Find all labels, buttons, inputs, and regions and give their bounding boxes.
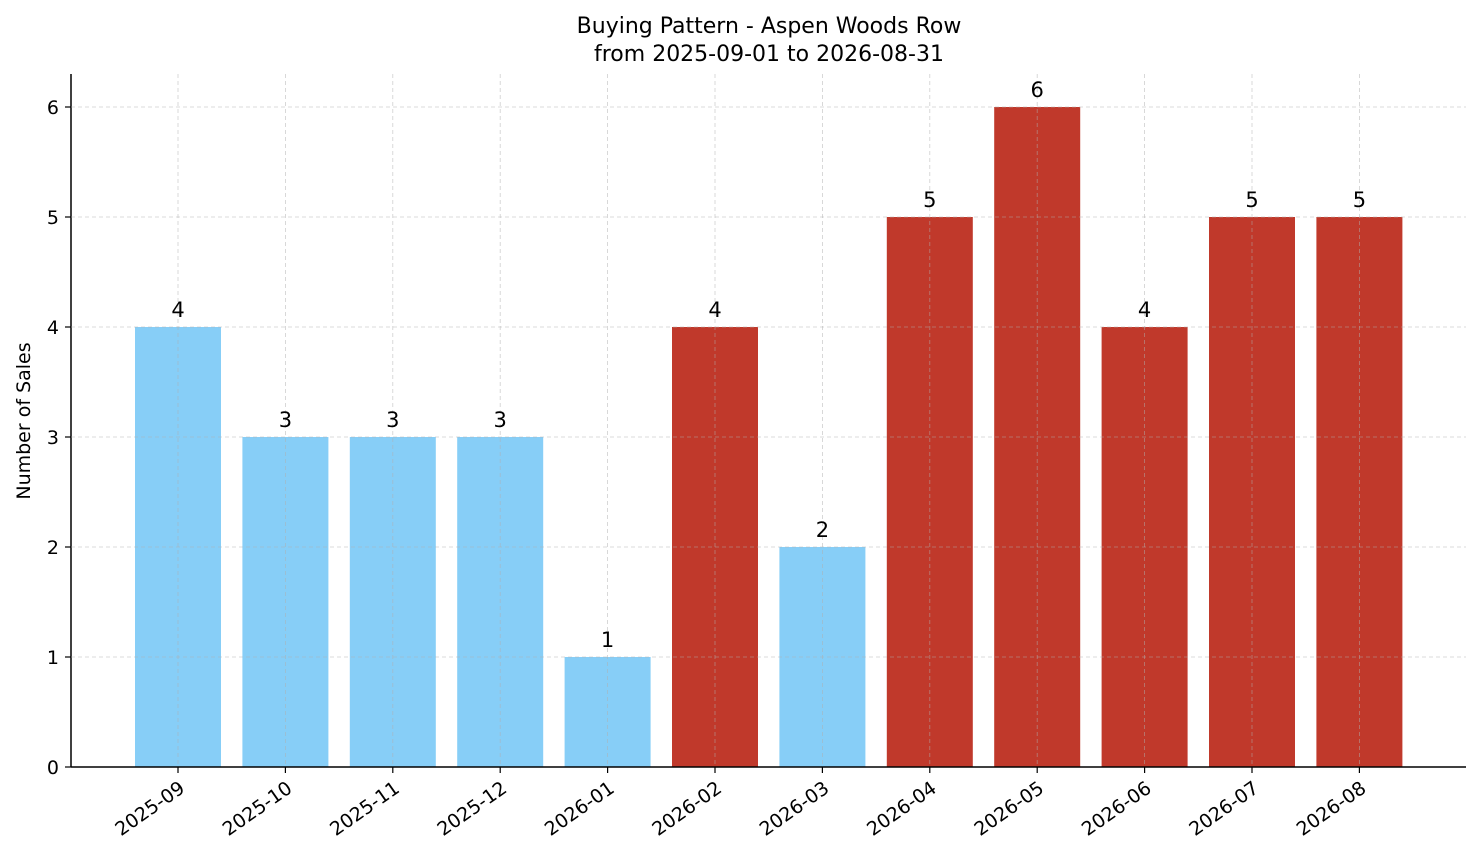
y-tick-label-2: 2 bbox=[47, 537, 59, 559]
x-tick-label-2026-03: 2026-03 bbox=[756, 777, 834, 841]
x-tick-label-2025-12: 2025-12 bbox=[433, 777, 511, 841]
x-tick-label-2025-10: 2025-10 bbox=[219, 777, 297, 841]
x-tick-label-2026-04: 2026-04 bbox=[863, 777, 941, 841]
x-tick-label-2026-07: 2026-07 bbox=[1185, 777, 1263, 841]
x-tick-label-2026-02: 2026-02 bbox=[648, 777, 726, 841]
y-tick-label-1: 1 bbox=[47, 647, 59, 669]
data-label-2026-02: 4 bbox=[708, 298, 721, 322]
data-label-2026-08: 5 bbox=[1353, 188, 1366, 212]
chart-subtitle: from 2025-09-01 to 2026-08-31 bbox=[594, 42, 944, 67]
x-tick-label-2026-08: 2026-08 bbox=[1293, 777, 1371, 841]
data-label-2025-12: 3 bbox=[494, 408, 507, 432]
x-tick-label-2025-11: 2025-11 bbox=[326, 777, 404, 841]
data-label-2026-07: 5 bbox=[1245, 188, 1258, 212]
y-tick-label-5: 5 bbox=[47, 207, 59, 229]
y-tick-label-6: 6 bbox=[47, 97, 59, 119]
y-tick-label-4: 4 bbox=[47, 317, 59, 339]
chart-title: Buying Pattern - Aspen Woods Row bbox=[577, 14, 962, 39]
x-tick-label-2026-06: 2026-06 bbox=[1078, 777, 1156, 841]
data-label-2026-05: 6 bbox=[1031, 78, 1044, 102]
y-axis-label: Number of Sales bbox=[13, 342, 35, 499]
grid-layer bbox=[71, 74, 1466, 767]
data-label-2026-04: 5 bbox=[923, 188, 936, 212]
data-label-2025-09: 4 bbox=[171, 298, 184, 322]
data-label-2026-03: 2 bbox=[816, 518, 829, 542]
data-label-2026-01: 1 bbox=[601, 628, 614, 652]
y-tick-label-3: 3 bbox=[47, 427, 59, 449]
data-label-2026-06: 4 bbox=[1138, 298, 1151, 322]
data-label-2025-10: 3 bbox=[279, 408, 292, 432]
data-label-2025-11: 3 bbox=[386, 408, 399, 432]
x-tick-label-2025-09: 2025-09 bbox=[111, 777, 189, 841]
label-layer: 4 3 3 3 1 4 2 5 6 4 5 5 bbox=[171, 78, 1366, 652]
x-tick-label-2026-05: 2026-05 bbox=[970, 777, 1048, 841]
x-tick-label-2026-01: 2026-01 bbox=[541, 777, 619, 841]
y-tick-label-0: 0 bbox=[47, 757, 59, 779]
